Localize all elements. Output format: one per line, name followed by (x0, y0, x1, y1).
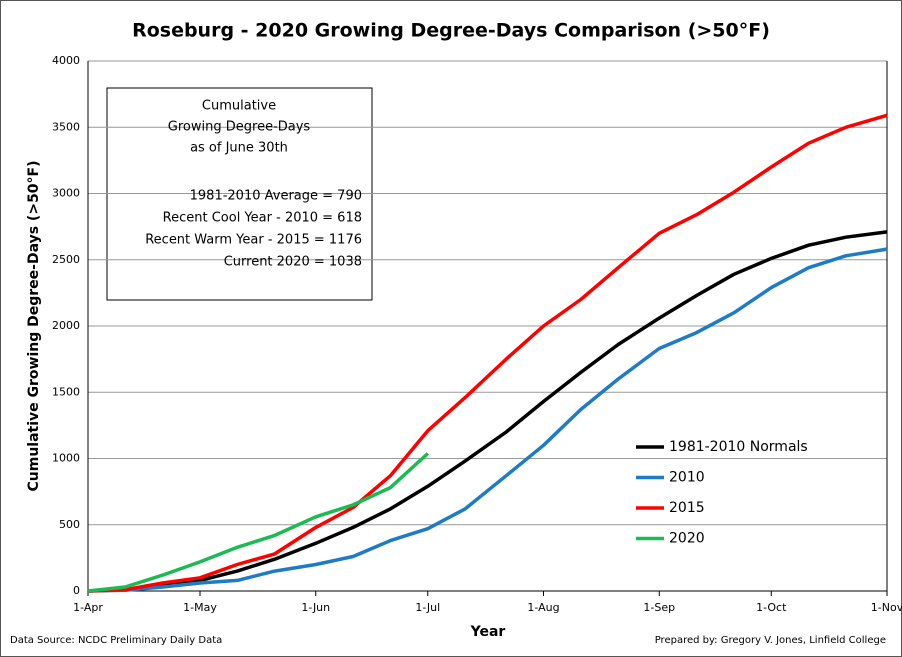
source-note: Data Source: NCDC Preliminary Daily Data (10, 635, 222, 646)
legend-label: 2020 (669, 531, 705, 547)
x-tick-label: 1-Sep (643, 601, 675, 614)
credit-note: Prepared by: Gregory V. Jones, Linfield … (655, 635, 886, 646)
series-line (87, 452, 429, 593)
x-tick-label: 1-May (183, 601, 217, 614)
x-tick-label: 1-Jul (415, 601, 440, 614)
y-tick-label: 3000 (52, 187, 80, 200)
legend-label: 1981-2010 Normals (669, 439, 808, 455)
x-tick-label: 1-Apr (73, 601, 103, 614)
x-tick-label: 1-Oct (756, 601, 787, 614)
legend-label: 2010 (669, 470, 705, 486)
annotation-heading: Growing Degree-Days (168, 120, 311, 135)
annotation-heading: as of June 30th (190, 141, 288, 156)
y-axis-label: Cumulative Growing Degree-Days (>50°F) (26, 160, 42, 491)
y-tick-label: 4000 (52, 54, 80, 67)
annotation-line: 1981-2010 Average = 790 (190, 189, 362, 204)
series-line (87, 113, 888, 593)
y-tick-label: 1500 (52, 385, 80, 398)
x-tick-label: 1-Nov (871, 601, 902, 614)
annotation-heading: Cumulative (202, 99, 276, 114)
y-tick-label: 3500 (52, 120, 80, 133)
series-line (87, 247, 888, 593)
y-tick-label: 2500 (52, 253, 80, 266)
annotation-line: Recent Cool Year - 2010 = 618 (163, 211, 362, 226)
y-tick-label: 0 (73, 584, 80, 597)
annotation-line: Recent Warm Year - 2015 = 1176 (145, 233, 362, 248)
series-line (87, 230, 888, 593)
y-tick-label: 500 (59, 518, 80, 531)
legend-label: 2015 (669, 500, 705, 516)
x-tick-label: 1-Aug (527, 601, 559, 614)
y-tick-label: 2000 (52, 319, 80, 332)
x-axis-label: Year (470, 624, 506, 640)
chart-title: Roseburg - 2020 Growing Degree-Days Comp… (132, 20, 770, 42)
annotation-line: Current 2020 = 1038 (224, 255, 362, 270)
x-tick-label: 1-Jun (301, 601, 330, 614)
y-tick-label: 1000 (52, 452, 80, 465)
